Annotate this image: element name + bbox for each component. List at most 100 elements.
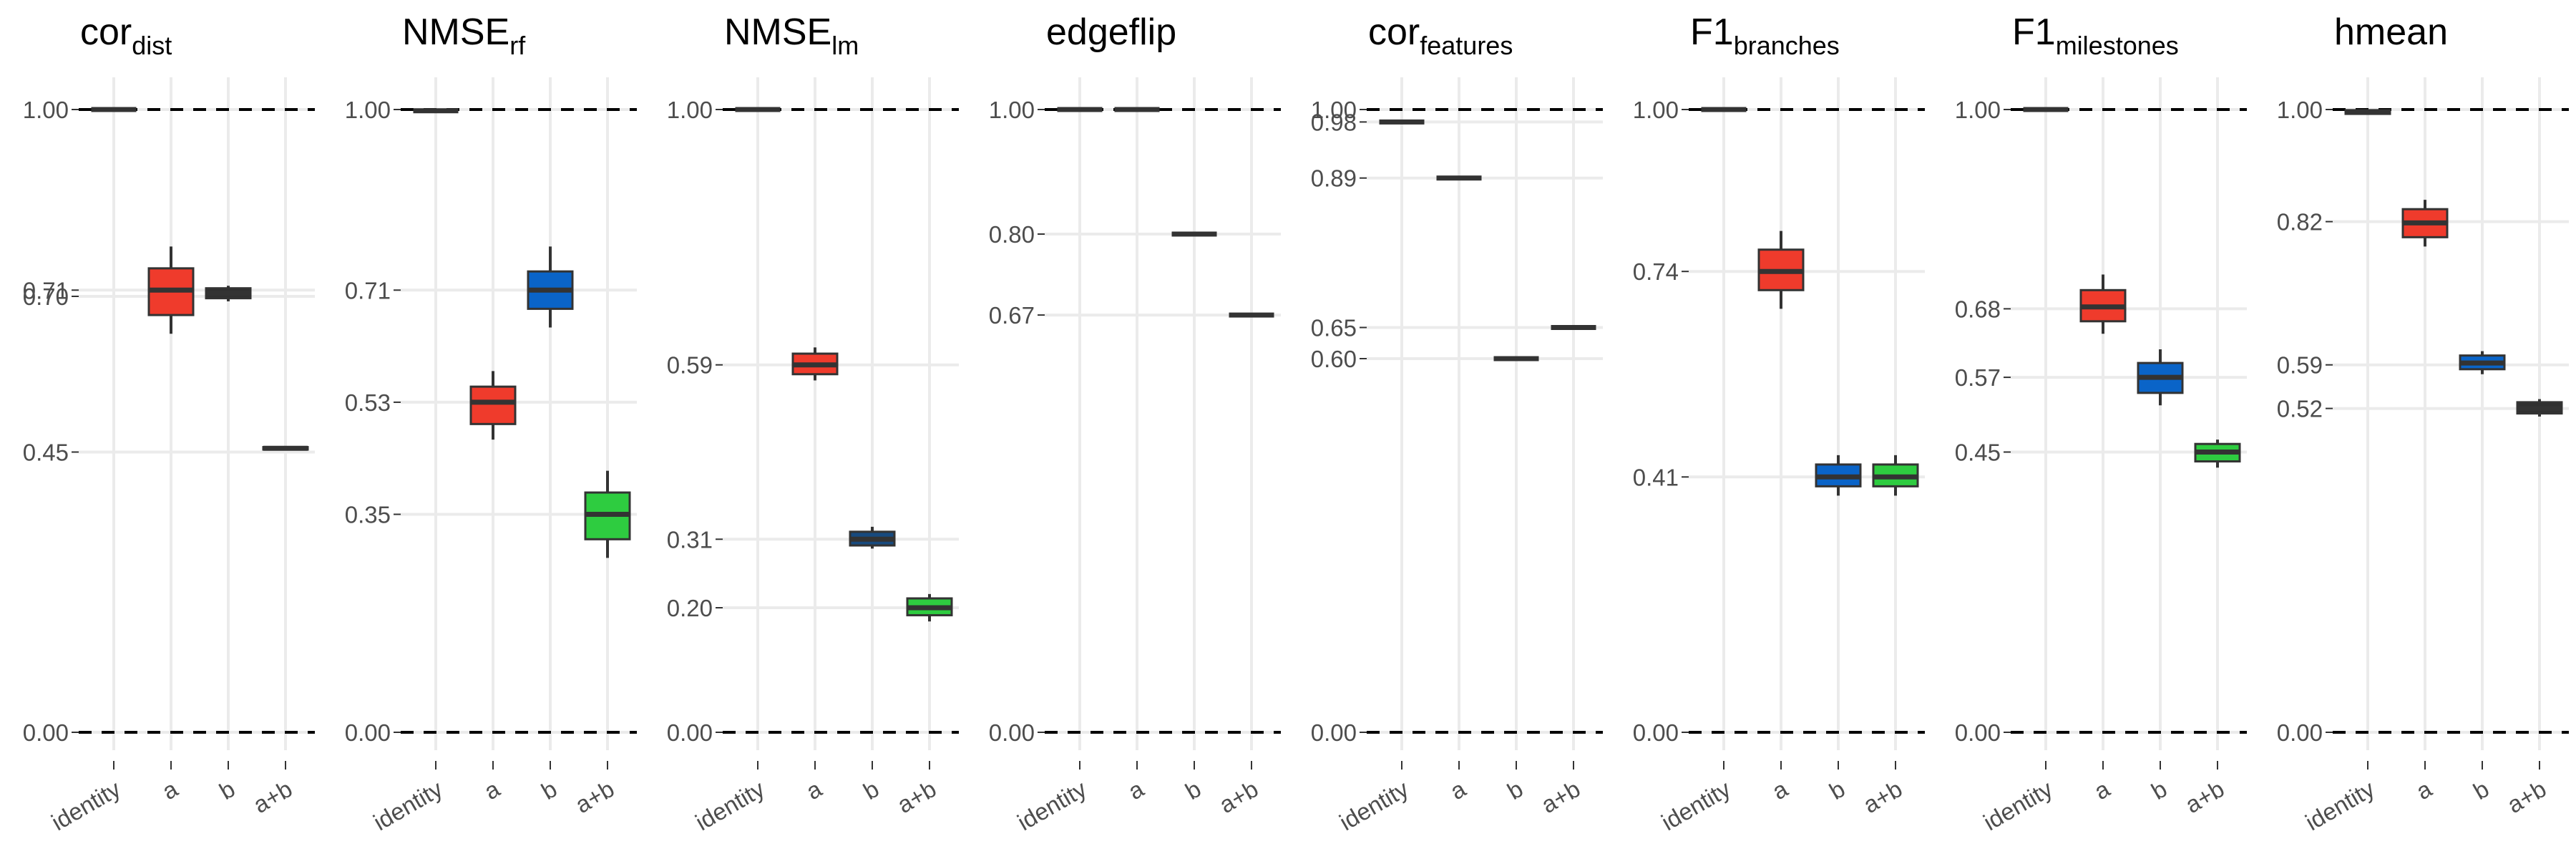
x-tick-label: b bbox=[2147, 775, 2171, 805]
y-tick-label: 0.00 bbox=[1633, 719, 1679, 746]
box-identity bbox=[2023, 107, 2069, 112]
y-tick-label: 1.00 bbox=[989, 97, 1035, 123]
box-collapsed bbox=[1114, 107, 1160, 112]
box-identity bbox=[91, 107, 137, 112]
y-tick-label: 0.35 bbox=[345, 502, 391, 528]
box-a+b bbox=[262, 445, 309, 451]
x-tick-label: identity bbox=[1657, 775, 1735, 836]
y-tick-label: 0.59 bbox=[667, 352, 713, 379]
box-collapsed bbox=[413, 108, 459, 114]
panel-title-subscript: dist bbox=[132, 31, 172, 60]
box-a bbox=[147, 246, 195, 334]
box-a+b bbox=[2194, 440, 2241, 468]
y-tick-label: 1.00 bbox=[1633, 97, 1679, 123]
x-tick-label: a bbox=[2411, 775, 2436, 805]
y-tick-label: 0.71 bbox=[23, 277, 69, 304]
x-tick-label: b bbox=[215, 775, 239, 805]
box-a+b bbox=[906, 593, 953, 622]
y-tick-label: 0.67 bbox=[989, 302, 1035, 329]
box-a bbox=[1757, 230, 1805, 309]
box-identity bbox=[1057, 107, 1103, 112]
box-a bbox=[469, 371, 517, 440]
box-a+b bbox=[2516, 399, 2563, 417]
x-tick-label: a+b bbox=[1859, 775, 1907, 818]
y-tick-label: 0.80 bbox=[989, 221, 1035, 248]
box-a bbox=[791, 347, 839, 381]
panel-title: hmean bbox=[2334, 11, 2448, 53]
box-collapsed bbox=[1229, 312, 1274, 318]
x-tick-label: a bbox=[1123, 775, 1148, 805]
x-tick-label: a+b bbox=[2503, 775, 2551, 818]
panel-title: F1milestones bbox=[2012, 11, 2179, 60]
x-tick-label: a+b bbox=[571, 775, 619, 818]
box-collapsed bbox=[91, 107, 137, 112]
y-tick-label: 0.31 bbox=[667, 526, 713, 553]
box-b bbox=[1493, 356, 1539, 361]
box-a bbox=[1114, 107, 1160, 112]
box-collapsed bbox=[1379, 119, 1425, 125]
box-a+b bbox=[1551, 325, 1596, 330]
x-tick-label: a+b bbox=[1537, 775, 1585, 818]
y-tick-label: 0.00 bbox=[345, 719, 391, 746]
panel-title: NMSElm bbox=[724, 11, 859, 60]
box-b bbox=[205, 286, 252, 301]
facet-panel: NMSErf 0.00 0.35 0.53 0.71 1.00 identity a b a+b bbox=[345, 11, 637, 835]
box-b bbox=[1171, 231, 1217, 237]
facet-panel: F1branches 0.00 0.41 0.74 1.00 identity a b a+b bbox=[1633, 11, 1925, 835]
x-tick-label: identity bbox=[47, 775, 125, 836]
box-a bbox=[2401, 200, 2449, 247]
y-tick-label: 0.53 bbox=[345, 389, 391, 416]
y-tick-label: 0.00 bbox=[2277, 719, 2323, 746]
x-tick-label: a+b bbox=[893, 775, 941, 818]
box-a+b bbox=[1872, 455, 1919, 496]
box-collapsed bbox=[1057, 107, 1103, 112]
y-tick-label: 0.41 bbox=[1633, 464, 1679, 490]
x-tick-label: b bbox=[1503, 775, 1527, 805]
y-tick-label: 0.60 bbox=[1311, 346, 1357, 372]
x-tick-label: b bbox=[537, 775, 561, 805]
box-identity bbox=[1701, 107, 1747, 112]
y-tick-label: 0.71 bbox=[345, 277, 391, 304]
facet-panel: NMSElm 0.00 0.20 0.31 0.59 1.00 identity a b a+b bbox=[667, 11, 959, 835]
box-b bbox=[527, 246, 574, 328]
x-tick-label: b bbox=[1825, 775, 1849, 805]
panel-title-subscript: milestones bbox=[2056, 31, 2179, 60]
box-identity bbox=[735, 107, 781, 112]
y-tick-label: 1.00 bbox=[2277, 97, 2323, 123]
y-tick-label: 0.57 bbox=[1955, 364, 2001, 391]
box-collapsed bbox=[1701, 107, 1747, 112]
y-tick-label: 0.89 bbox=[1311, 165, 1357, 192]
box-a bbox=[2079, 274, 2127, 334]
x-tick-label: identity bbox=[1335, 775, 1413, 836]
box-collapsed bbox=[1493, 356, 1539, 361]
box-b bbox=[849, 526, 896, 549]
box-collapsed bbox=[735, 107, 781, 112]
box-b bbox=[2137, 349, 2184, 406]
y-tick-label: 0.74 bbox=[1633, 258, 1679, 285]
y-tick-label: 0.00 bbox=[23, 719, 69, 746]
x-tick-label: a bbox=[1445, 775, 1470, 805]
panel-title-subscript: branches bbox=[1734, 31, 1840, 60]
facet-panel: edgeflip 0.00 0.67 0.80 1.00 identity a b a+b bbox=[989, 11, 1281, 835]
box-collapsed bbox=[1436, 175, 1482, 181]
y-tick-label: 0.45 bbox=[23, 440, 69, 466]
y-tick-label: 0.70 bbox=[23, 283, 69, 310]
x-tick-label: a+b bbox=[1215, 775, 1263, 818]
x-tick-label: identity bbox=[2301, 775, 2379, 836]
y-tick-label: 1.00 bbox=[1955, 97, 2001, 123]
x-tick-label: identity bbox=[691, 775, 769, 836]
y-tick-label: 0.98 bbox=[1311, 109, 1357, 135]
box-a bbox=[1436, 175, 1482, 181]
y-tick-label: 0.82 bbox=[2277, 209, 2323, 236]
x-tick-label: a+b bbox=[249, 775, 297, 818]
x-tick-label: a bbox=[1767, 775, 1792, 805]
y-tick-label: 0.00 bbox=[1955, 719, 2001, 746]
y-tick-label: 0.45 bbox=[1955, 440, 2001, 466]
panel-title: corfeatures bbox=[1368, 11, 1513, 60]
x-tick-label: a bbox=[479, 775, 504, 805]
x-tick-label: identity bbox=[1979, 775, 2057, 836]
facet-panel: corfeatures 0.00 0.60 0.65 0.89 0.981.00 ident… bbox=[1311, 11, 1603, 835]
box-b bbox=[1815, 455, 1862, 496]
box-collapsed bbox=[1171, 231, 1217, 237]
x-tick-label: b bbox=[1181, 775, 1205, 805]
